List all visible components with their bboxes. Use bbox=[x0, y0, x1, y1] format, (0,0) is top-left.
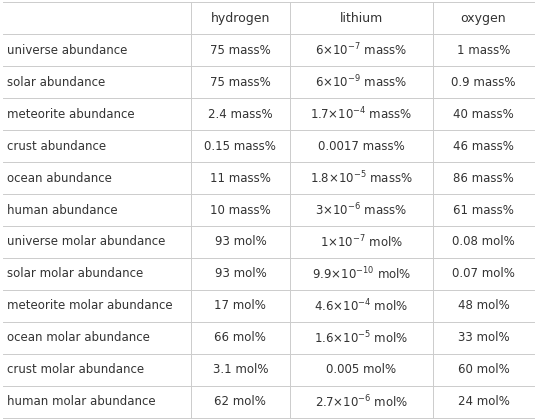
Text: 0.15 mass%: 0.15 mass% bbox=[204, 139, 277, 152]
Text: 86 mass%: 86 mass% bbox=[453, 171, 514, 184]
Text: $2.7{\times}10^{-6}$ mol%: $2.7{\times}10^{-6}$ mol% bbox=[315, 394, 408, 410]
Text: hydrogen: hydrogen bbox=[211, 12, 270, 25]
Text: meteorite abundance: meteorite abundance bbox=[7, 108, 135, 121]
Text: crust molar abundance: crust molar abundance bbox=[7, 363, 144, 376]
Text: crust abundance: crust abundance bbox=[7, 139, 106, 152]
Text: $1.7{\times}10^{-4}$ mass%: $1.7{\times}10^{-4}$ mass% bbox=[310, 106, 412, 122]
Text: 40 mass%: 40 mass% bbox=[453, 108, 514, 121]
Text: solar abundance: solar abundance bbox=[7, 76, 105, 89]
Text: 1 mass%: 1 mass% bbox=[457, 44, 510, 57]
Text: 10 mass%: 10 mass% bbox=[210, 204, 271, 216]
Text: $6{\times}10^{-9}$ mass%: $6{\times}10^{-9}$ mass% bbox=[315, 74, 407, 90]
Text: 0.08 mol%: 0.08 mol% bbox=[452, 236, 515, 249]
Text: $4.6{\times}10^{-4}$ mol%: $4.6{\times}10^{-4}$ mol% bbox=[314, 298, 408, 314]
Text: human abundance: human abundance bbox=[7, 204, 118, 216]
Text: universe abundance: universe abundance bbox=[7, 44, 127, 57]
Text: $1.6{\times}10^{-5}$ mol%: $1.6{\times}10^{-5}$ mol% bbox=[314, 330, 408, 346]
Text: 60 mol%: 60 mol% bbox=[457, 363, 509, 376]
Text: human molar abundance: human molar abundance bbox=[7, 395, 156, 408]
Text: 2.4 mass%: 2.4 mass% bbox=[208, 108, 273, 121]
Text: solar molar abundance: solar molar abundance bbox=[7, 268, 143, 281]
Text: 62 mol%: 62 mol% bbox=[215, 395, 266, 408]
Text: ocean abundance: ocean abundance bbox=[7, 171, 112, 184]
Text: 48 mol%: 48 mol% bbox=[457, 299, 509, 312]
Text: 75 mass%: 75 mass% bbox=[210, 44, 271, 57]
Text: 93 mol%: 93 mol% bbox=[215, 236, 266, 249]
Text: 66 mol%: 66 mol% bbox=[215, 331, 266, 344]
Text: $1{\times}10^{-7}$ mol%: $1{\times}10^{-7}$ mol% bbox=[320, 234, 403, 250]
Text: 0.07 mol%: 0.07 mol% bbox=[452, 268, 515, 281]
Text: 3.1 mol%: 3.1 mol% bbox=[212, 363, 268, 376]
Text: 0.0017 mass%: 0.0017 mass% bbox=[318, 139, 404, 152]
Text: 24 mol%: 24 mol% bbox=[457, 395, 509, 408]
Text: 93 mol%: 93 mol% bbox=[215, 268, 266, 281]
Text: 61 mass%: 61 mass% bbox=[453, 204, 514, 216]
Text: 0.005 mol%: 0.005 mol% bbox=[326, 363, 396, 376]
Text: oxygen: oxygen bbox=[461, 12, 506, 25]
Text: meteorite molar abundance: meteorite molar abundance bbox=[7, 299, 173, 312]
Text: 33 mol%: 33 mol% bbox=[457, 331, 509, 344]
Text: $3{\times}10^{-6}$ mass%: $3{\times}10^{-6}$ mass% bbox=[315, 202, 407, 218]
Text: $9.9{\times}10^{-10}$ mol%: $9.9{\times}10^{-10}$ mol% bbox=[311, 266, 411, 282]
Text: lithium: lithium bbox=[340, 12, 383, 25]
Text: universe molar abundance: universe molar abundance bbox=[7, 236, 165, 249]
Text: ocean molar abundance: ocean molar abundance bbox=[7, 331, 150, 344]
Text: 75 mass%: 75 mass% bbox=[210, 76, 271, 89]
Text: 17 mol%: 17 mol% bbox=[215, 299, 266, 312]
Text: 0.9 mass%: 0.9 mass% bbox=[451, 76, 516, 89]
Text: $6{\times}10^{-7}$ mass%: $6{\times}10^{-7}$ mass% bbox=[315, 42, 407, 58]
Text: $1.8{\times}10^{-5}$ mass%: $1.8{\times}10^{-5}$ mass% bbox=[310, 170, 412, 186]
Text: 46 mass%: 46 mass% bbox=[453, 139, 514, 152]
Text: 11 mass%: 11 mass% bbox=[210, 171, 271, 184]
